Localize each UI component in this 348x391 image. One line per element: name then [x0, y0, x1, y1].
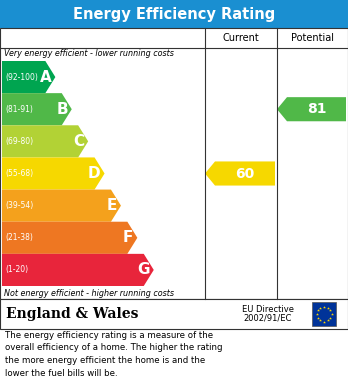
Text: 2002/91/EC: 2002/91/EC — [244, 314, 292, 323]
Bar — [0, 299, 348, 329]
Polygon shape — [2, 125, 88, 158]
Text: A: A — [40, 70, 52, 84]
Polygon shape — [2, 61, 55, 93]
Polygon shape — [2, 190, 121, 222]
Text: (92-100): (92-100) — [5, 73, 38, 82]
Text: Current: Current — [223, 33, 259, 43]
Text: Very energy efficient - lower running costs: Very energy efficient - lower running co… — [4, 49, 174, 58]
Polygon shape — [2, 254, 154, 286]
Text: (21-38): (21-38) — [5, 233, 33, 242]
Polygon shape — [277, 97, 346, 121]
Text: 60: 60 — [235, 167, 255, 181]
Bar — [0, 28, 348, 299]
Polygon shape — [2, 222, 137, 254]
Text: Energy Efficiency Rating: Energy Efficiency Rating — [73, 7, 275, 22]
Text: EU Directive: EU Directive — [242, 305, 294, 314]
Text: 81: 81 — [307, 102, 326, 116]
Text: G: G — [137, 262, 150, 278]
Text: (69-80): (69-80) — [5, 137, 33, 146]
Text: C: C — [73, 134, 84, 149]
Text: (81-91): (81-91) — [5, 105, 33, 114]
Bar — [312, 302, 336, 326]
Text: B: B — [56, 102, 68, 117]
Text: E: E — [106, 198, 117, 213]
Polygon shape — [2, 93, 72, 125]
Text: (55-68): (55-68) — [5, 169, 33, 178]
Bar — [0, 0, 348, 28]
Text: (39-54): (39-54) — [5, 201, 33, 210]
Text: England & Wales: England & Wales — [6, 307, 139, 321]
Text: Not energy efficient - higher running costs: Not energy efficient - higher running co… — [4, 289, 174, 298]
Polygon shape — [205, 161, 275, 186]
Text: The energy efficiency rating is a measure of the
overall efficiency of a home. T: The energy efficiency rating is a measur… — [5, 331, 222, 377]
Text: D: D — [88, 166, 101, 181]
Polygon shape — [2, 158, 104, 190]
Text: (1-20): (1-20) — [5, 265, 28, 274]
Text: Potential: Potential — [291, 33, 334, 43]
Text: F: F — [123, 230, 133, 245]
